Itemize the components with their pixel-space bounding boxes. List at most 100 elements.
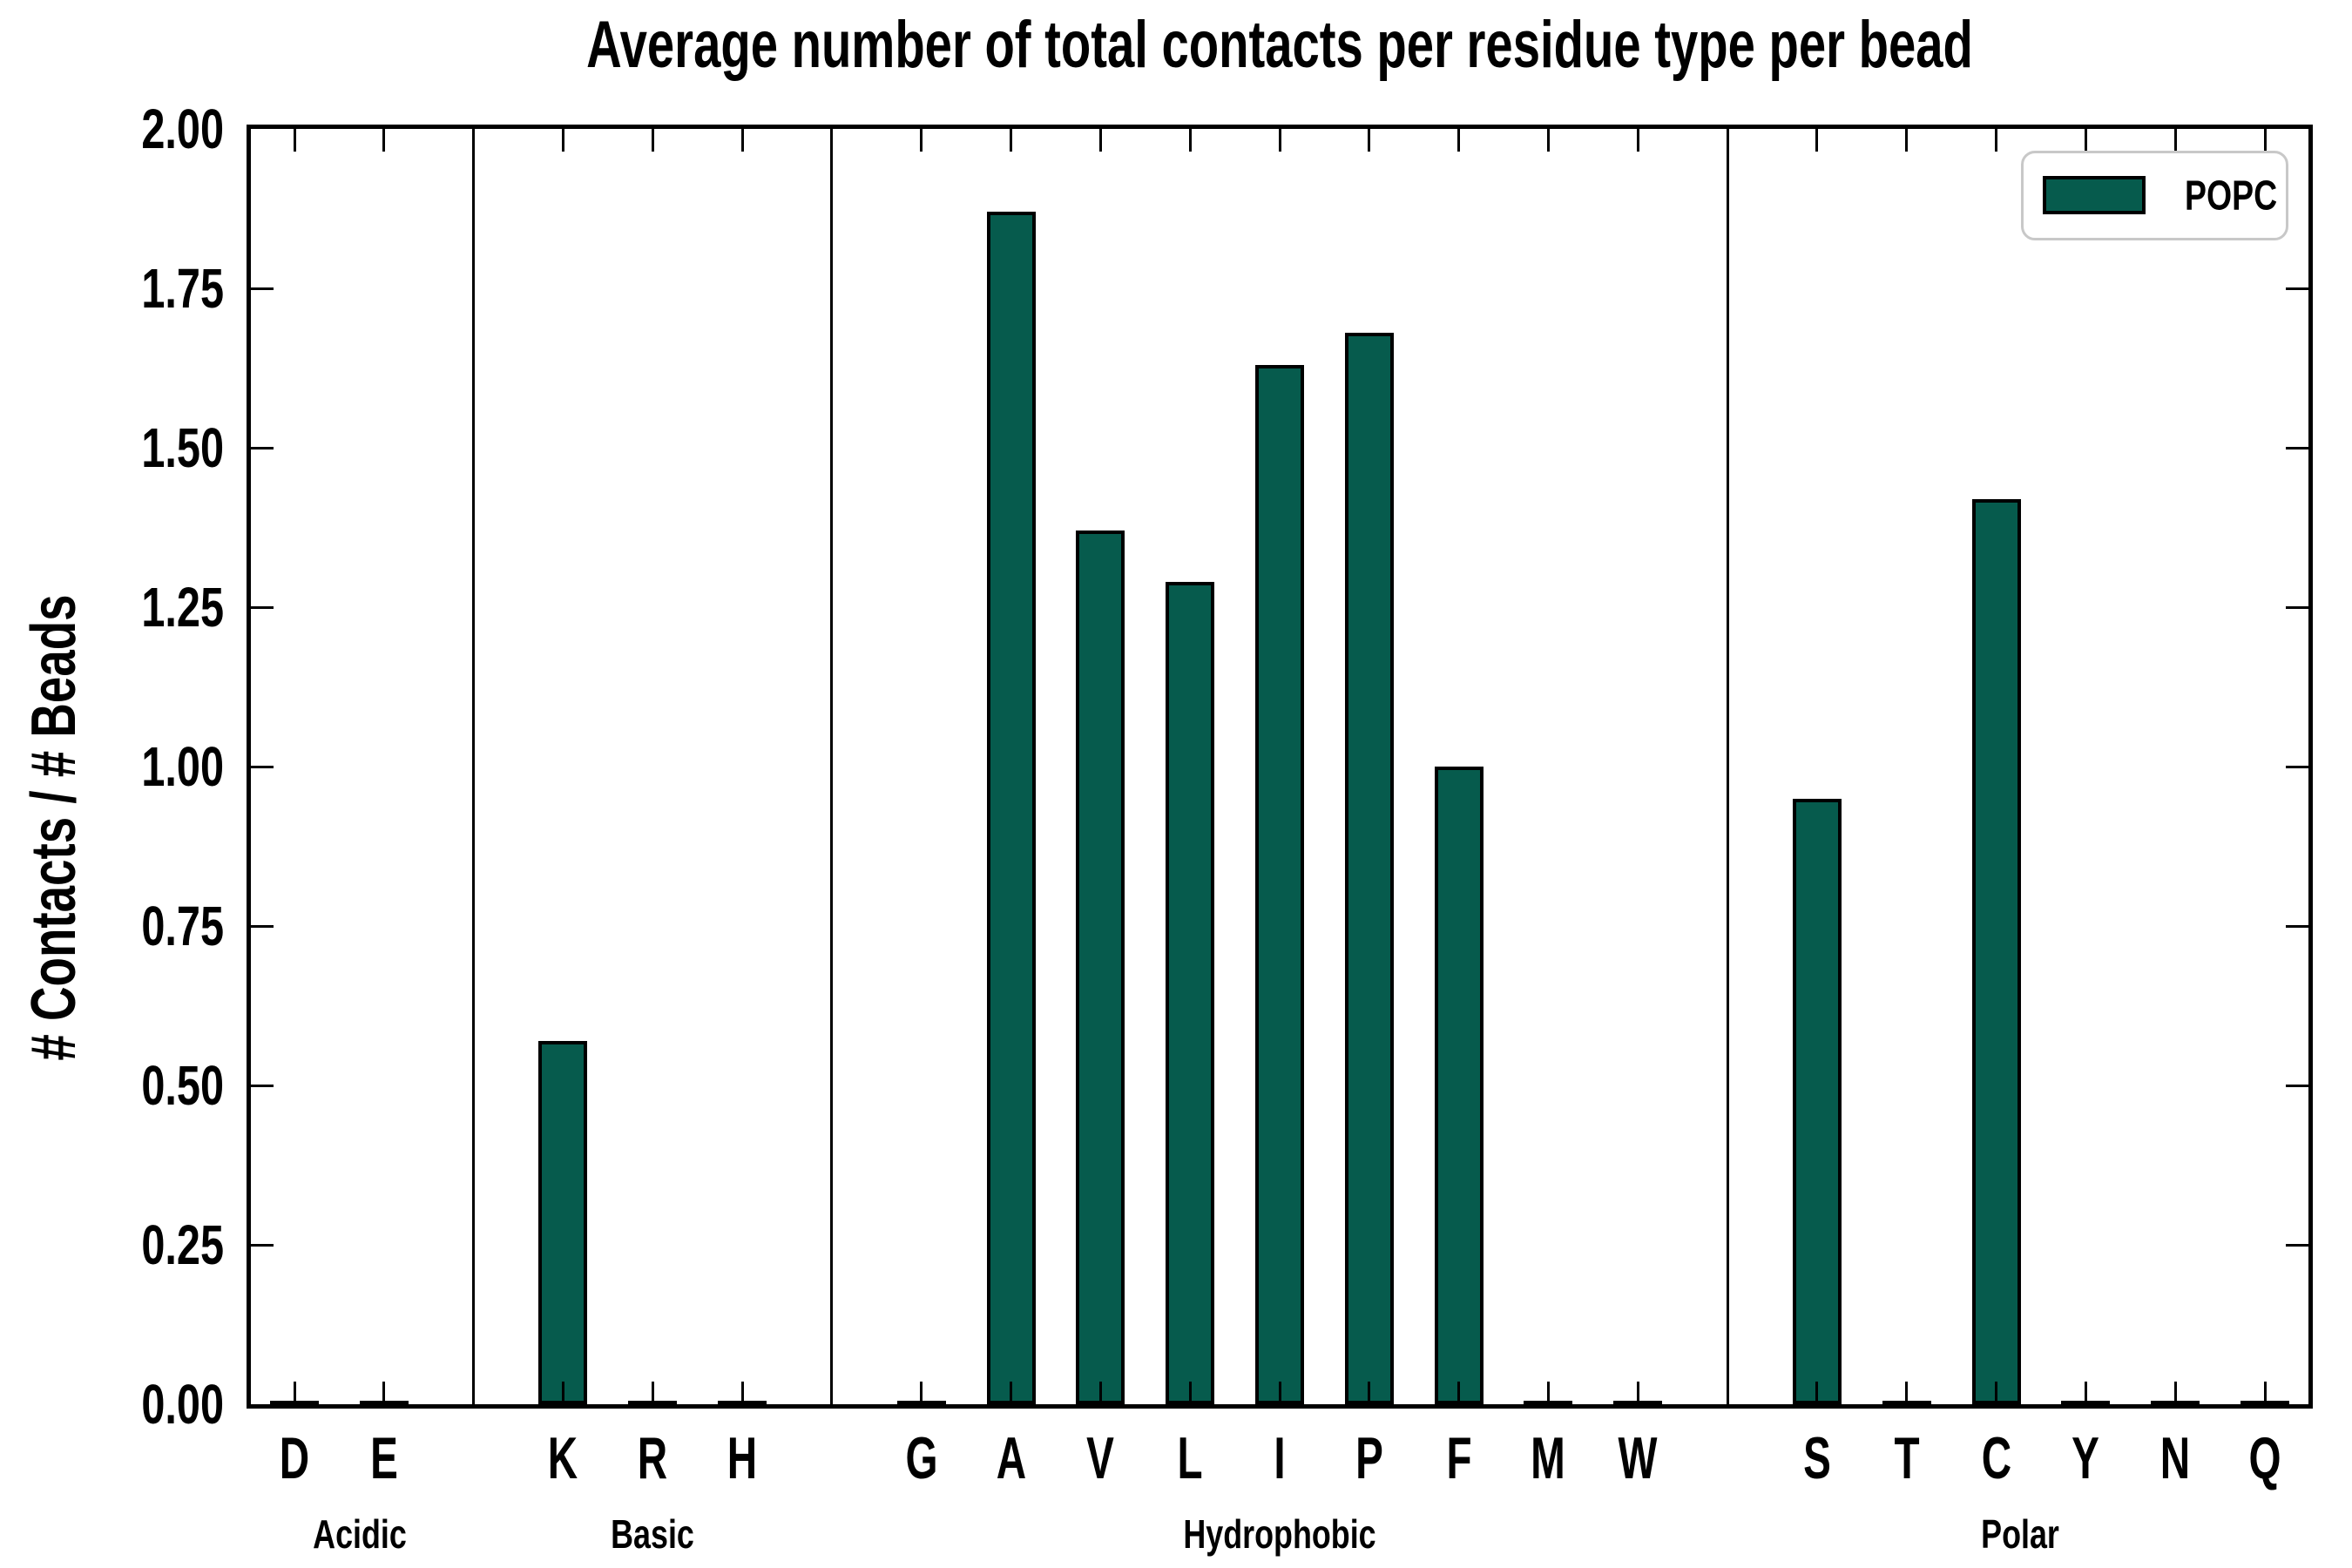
x-tick-label-L: L (1177, 1425, 1203, 1491)
x-tick-bottom (1368, 1382, 1371, 1404)
x-tick-bottom (1636, 1382, 1639, 1404)
x-tick-top (1546, 129, 1550, 152)
x-tick-top (293, 129, 296, 152)
x-tick-label-S: S (1803, 1425, 1831, 1491)
x-tick-label-Y: Y (2072, 1425, 2100, 1491)
x-tick-top (2263, 129, 2267, 152)
x-tick-bottom (1010, 1382, 1013, 1404)
x-tick-label-T: T (1894, 1425, 1920, 1491)
x-tick-top (561, 129, 564, 152)
x-tick-label-F: F (1446, 1425, 1472, 1491)
x-tick-top (2173, 129, 2177, 152)
x-tick-bottom (1905, 1382, 1909, 1404)
y-tick-label: 2.00 (141, 98, 224, 160)
bar-F (1434, 767, 1484, 1404)
y-tick-left (251, 1084, 274, 1087)
x-tick-bottom (1815, 1382, 1819, 1404)
y-tick-left (251, 924, 274, 928)
x-tick-bottom (920, 1382, 923, 1404)
x-tick-bottom (2263, 1382, 2267, 1404)
x-tick-bottom (561, 1382, 564, 1404)
x-tick-bottom (1188, 1382, 1192, 1404)
x-tick-bottom (2084, 1382, 2087, 1404)
x-tick-top (740, 129, 744, 152)
x-tick-top (1636, 129, 1639, 152)
y-axis-label: # Contacts / # Beads (19, 594, 89, 1061)
group-divider (472, 129, 476, 1404)
x-tick-label-C: C (1981, 1425, 2011, 1491)
x-tick-label-V: V (1086, 1425, 1115, 1491)
bar-C (1971, 499, 2021, 1404)
x-tick-bottom (1098, 1382, 1102, 1404)
x-tick-bottom (2173, 1382, 2177, 1404)
x-tick-top (1995, 129, 1998, 152)
x-tick-label-M: M (1531, 1425, 1566, 1491)
x-tick-top (1098, 129, 1102, 152)
group-divider (1726, 129, 1729, 1404)
y-tick-right (2286, 1084, 2308, 1087)
x-tick-top (382, 129, 386, 152)
x-tick-label-H: H (727, 1425, 758, 1491)
y-tick-label: 0.25 (141, 1213, 224, 1276)
x-tick-label-D: D (279, 1425, 310, 1491)
x-tick-top (2084, 129, 2087, 152)
y-tick-left (251, 765, 274, 768)
group-label-hydrophobic: Hydrophobic (1183, 1511, 1376, 1557)
x-tick-bottom (382, 1382, 386, 1404)
x-tick-top (1905, 129, 1909, 152)
x-tick-bottom (293, 1382, 296, 1404)
y-tick-label: 0.75 (141, 895, 224, 957)
legend: POPC (2021, 151, 2288, 240)
x-tick-bottom (651, 1382, 654, 1404)
y-tick-right (2286, 1243, 2308, 1247)
bar-V (1076, 531, 1125, 1404)
y-tick-right (2286, 446, 2308, 449)
y-tick-left (251, 287, 274, 290)
y-tick-label: 1.00 (141, 735, 224, 798)
legend-swatch-popc (2043, 176, 2146, 214)
y-tick-right (2286, 924, 2308, 928)
bar-A (986, 212, 1036, 1404)
x-tick-label-E: E (369, 1425, 398, 1491)
x-tick-top (1278, 129, 1281, 152)
x-tick-bottom (740, 1382, 744, 1404)
x-tick-label-A: A (996, 1425, 1026, 1491)
bar-L (1166, 582, 1215, 1404)
y-tick-label: 1.50 (141, 416, 224, 479)
x-tick-label-Q: Q (2248, 1425, 2281, 1491)
y-tick-right (2286, 287, 2308, 290)
x-tick-top (1010, 129, 1013, 152)
x-tick-bottom (1546, 1382, 1550, 1404)
chart-title: Average number of total contacts per res… (586, 8, 1973, 82)
x-tick-label-K: K (548, 1425, 578, 1491)
y-tick-left (251, 1243, 274, 1247)
x-tick-top (1457, 129, 1461, 152)
x-tick-label-G: G (905, 1425, 938, 1491)
y-tick-right (2286, 765, 2308, 768)
legend-label-popc: POPC (2185, 172, 2278, 219)
x-tick-top (651, 129, 654, 152)
x-tick-bottom (1457, 1382, 1461, 1404)
y-tick-left (251, 605, 274, 609)
x-tick-label-N: N (2159, 1425, 2191, 1491)
bar-S (1792, 799, 1842, 1404)
y-tick-right (2286, 605, 2308, 609)
x-tick-label-P: P (1355, 1425, 1383, 1491)
x-tick-top (920, 129, 923, 152)
x-tick-label-W: W (1618, 1425, 1658, 1491)
x-tick-top (1815, 129, 1819, 152)
y-tick-label: 0.50 (141, 1054, 224, 1117)
x-tick-label-R: R (638, 1425, 668, 1491)
x-tick-top (1188, 129, 1192, 152)
x-tick-label-I: I (1274, 1425, 1286, 1491)
y-tick-label: 1.75 (141, 257, 224, 320)
y-tick-label: 0.00 (141, 1373, 224, 1436)
x-tick-bottom (1278, 1382, 1281, 1404)
group-divider (830, 129, 834, 1404)
group-label-polar: Polar (1981, 1511, 2059, 1557)
plot-area: POPC (247, 125, 2313, 1409)
x-tick-top (1368, 129, 1371, 152)
group-label-acidic: Acidic (313, 1511, 408, 1557)
bar-I (1255, 365, 1304, 1404)
group-label-basic: Basic (611, 1511, 695, 1557)
